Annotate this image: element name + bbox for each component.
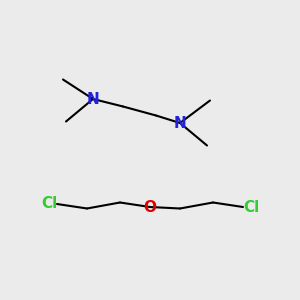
Text: N: N	[87, 92, 99, 106]
Text: N: N	[174, 116, 186, 130]
Text: Cl: Cl	[41, 196, 57, 211]
Text: Cl: Cl	[243, 200, 259, 214]
Text: O: O	[143, 200, 157, 214]
